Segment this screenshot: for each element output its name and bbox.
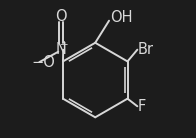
- Text: F: F: [138, 99, 146, 114]
- Text: O: O: [55, 9, 67, 24]
- Text: +: +: [60, 40, 69, 50]
- Text: Br: Br: [138, 42, 154, 57]
- Text: OH: OH: [110, 10, 132, 25]
- Text: −O: −O: [32, 55, 56, 70]
- Text: N: N: [55, 42, 66, 57]
